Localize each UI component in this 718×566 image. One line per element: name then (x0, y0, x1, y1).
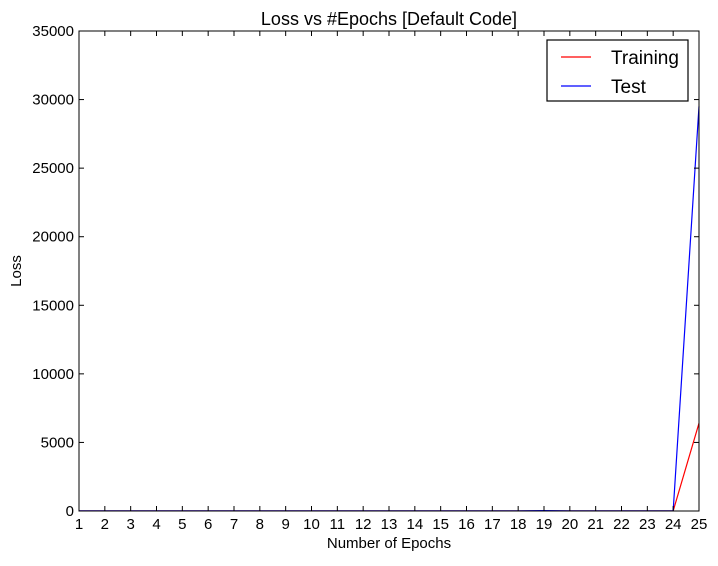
legend-box (546, 39, 689, 102)
y-tick-label: 25000 (32, 160, 74, 177)
legend-label-test: Test (611, 77, 647, 98)
x-tick-label: 14 (406, 516, 423, 533)
x-tick-label: 24 (665, 516, 682, 533)
y-axis-label: Loss (8, 255, 25, 287)
x-tick-label: 12 (355, 516, 372, 533)
x-tick-label: 17 (484, 516, 501, 533)
x-tick-label: 11 (330, 516, 346, 533)
x-tick-label: 22 (613, 516, 630, 533)
x-tick-label: 1 (75, 516, 83, 533)
y-tick-label: 15000 (32, 297, 74, 314)
x-tick-label: 7 (230, 516, 238, 533)
x-tick-label: 2 (101, 516, 109, 533)
x-axis-ticks: 1 2 3 4 5 6 7 8 9 10 11 12 13 14 15 16 17 18 19 20 21 22 23 24 2… (75, 31, 708, 533)
legend-label-training: Training (611, 48, 679, 69)
y-axis-ticks: 0 5000 10000 15000 20000 25000 30000 35000 (32, 23, 699, 520)
legend: Training Test (546, 39, 689, 102)
x-tick-label: 25 (691, 516, 708, 533)
y-tick-label: 20000 (32, 229, 74, 246)
x-tick-label: 3 (126, 516, 134, 533)
x-tick-label: 10 (303, 516, 320, 533)
x-tick-label: 16 (458, 516, 475, 533)
x-axis-label: Number of Epochs (327, 535, 451, 552)
x-tick-label: 6 (204, 516, 212, 533)
y-tick-label: 35000 (32, 23, 74, 40)
y-tick-label: 0 (66, 503, 74, 520)
chart-title: Loss vs #Epochs [Default Code] (261, 9, 517, 29)
x-tick-label: 4 (152, 516, 160, 533)
x-tick-label: 5 (178, 516, 186, 533)
x-tick-label: 18 (510, 516, 527, 533)
x-tick-label: 21 (587, 516, 604, 533)
x-tick-label: 23 (639, 516, 656, 533)
y-tick-label: 30000 (32, 92, 74, 109)
x-tick-label: 20 (561, 516, 578, 533)
x-tick-label: 13 (381, 516, 398, 533)
x-tick-label: 19 (536, 516, 553, 533)
y-tick-label: 5000 (41, 434, 74, 451)
x-tick-label: 8 (256, 516, 264, 533)
x-tick-label: 15 (432, 516, 449, 533)
x-tick-label: 9 (281, 516, 289, 533)
y-tick-label: 10000 (32, 366, 74, 383)
